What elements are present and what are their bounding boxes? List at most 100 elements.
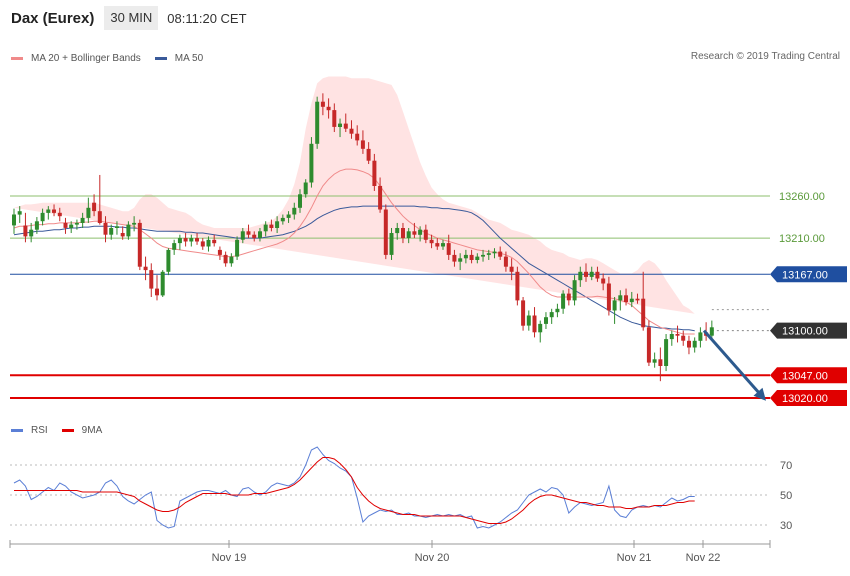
candle-23 xyxy=(143,256,148,281)
candle-32 xyxy=(195,233,199,245)
candle-body xyxy=(389,233,394,255)
candle-38 xyxy=(229,253,234,267)
candle-body xyxy=(63,222,68,228)
candle-body xyxy=(303,182,308,195)
level-tag-box xyxy=(770,322,847,339)
candle-body xyxy=(538,323,543,333)
candlesticks xyxy=(12,93,714,382)
candle-36 xyxy=(217,246,222,260)
candle-body xyxy=(12,214,16,226)
candle-66 xyxy=(389,227,394,260)
candle-18 xyxy=(115,221,119,235)
candle-body xyxy=(532,315,537,333)
candle-73 xyxy=(429,234,434,249)
candle-56 xyxy=(332,103,337,133)
candle-body xyxy=(355,133,360,141)
candle-59 xyxy=(349,120,354,139)
legend-ma50: MA 50 xyxy=(154,52,204,64)
candle-body xyxy=(503,256,508,267)
bollinger-band xyxy=(14,76,695,314)
candle-body xyxy=(629,298,634,303)
ma50-label: MA 50 xyxy=(174,52,204,64)
candle-body xyxy=(155,288,159,296)
candle-body xyxy=(555,308,560,313)
candle-113 xyxy=(658,347,663,382)
candle-91 xyxy=(532,307,537,338)
instrument-name: Dax (Eurex) xyxy=(11,9,95,27)
candle-body xyxy=(258,231,262,238)
candle-78 xyxy=(458,253,463,271)
level-tag-text: 13047.00 xyxy=(782,370,828,382)
candle-body xyxy=(332,110,337,127)
level-label-0: 13260.00 xyxy=(779,191,825,203)
candle-body xyxy=(200,241,205,247)
candle-52 xyxy=(309,137,314,188)
ma20-swatch xyxy=(11,56,23,60)
candle-76 xyxy=(446,234,451,260)
candle-body xyxy=(544,317,548,324)
candle-54 xyxy=(320,93,325,116)
candle-60 xyxy=(355,125,360,146)
candle-83 xyxy=(486,249,491,260)
candle-body xyxy=(646,327,651,363)
candle-44 xyxy=(263,221,268,237)
candle-2 xyxy=(23,212,28,243)
candle-71 xyxy=(418,226,423,242)
rsi-legend: RSI 9MA xyxy=(11,423,116,437)
candle-body xyxy=(23,225,28,237)
candle-64 xyxy=(378,177,383,213)
candle-108 xyxy=(629,291,634,308)
candle-105 xyxy=(612,297,617,324)
candle-0 xyxy=(12,208,16,234)
candle-40 xyxy=(240,227,245,244)
candle-119 xyxy=(692,337,697,353)
candle-8 xyxy=(57,207,62,222)
candle-body xyxy=(675,334,680,336)
candle-65 xyxy=(383,204,388,260)
candle-22 xyxy=(137,219,142,271)
candle-body xyxy=(584,271,588,277)
candle-72 xyxy=(423,224,428,244)
candle-body xyxy=(109,228,114,235)
candle-body xyxy=(126,224,131,237)
candle-31 xyxy=(189,234,194,247)
rsi-tick-70: 70 xyxy=(780,460,792,472)
candle-74 xyxy=(435,238,440,250)
candle-body xyxy=(212,239,217,244)
candle-body xyxy=(29,229,34,237)
candle-106 xyxy=(618,290,623,311)
candle-body xyxy=(80,217,85,223)
candle-body xyxy=(320,101,325,107)
candle-118 xyxy=(687,335,691,355)
candle-body xyxy=(526,315,531,326)
candle-body xyxy=(40,212,45,222)
candle-94 xyxy=(549,308,554,324)
candle-57 xyxy=(338,118,342,138)
candle-98 xyxy=(572,275,577,306)
candle-body xyxy=(217,249,222,255)
candle-body xyxy=(292,207,297,215)
candle-body xyxy=(406,231,411,238)
candle-28 xyxy=(172,239,177,255)
x-axis-label-0: Nov 19 xyxy=(212,552,247,564)
candle-body xyxy=(298,194,302,208)
level-tag-text: 13100.00 xyxy=(782,326,828,338)
candle-29 xyxy=(177,234,182,250)
candle-55 xyxy=(326,98,331,119)
candle-68 xyxy=(401,222,405,244)
candle-body xyxy=(17,211,22,215)
candle-body xyxy=(429,239,434,244)
candle-46 xyxy=(275,216,280,234)
candle-body xyxy=(709,327,714,336)
candle-body xyxy=(469,254,474,260)
candle-84 xyxy=(492,248,497,259)
candle-body xyxy=(435,243,440,247)
candle-20 xyxy=(126,221,131,240)
candle-body xyxy=(395,228,400,234)
candle-15 xyxy=(97,174,102,225)
timeframe-selector[interactable]: 30 MIN xyxy=(104,6,159,30)
candle-body xyxy=(57,212,62,217)
candle-body xyxy=(401,228,405,239)
candle-body xyxy=(360,140,365,149)
